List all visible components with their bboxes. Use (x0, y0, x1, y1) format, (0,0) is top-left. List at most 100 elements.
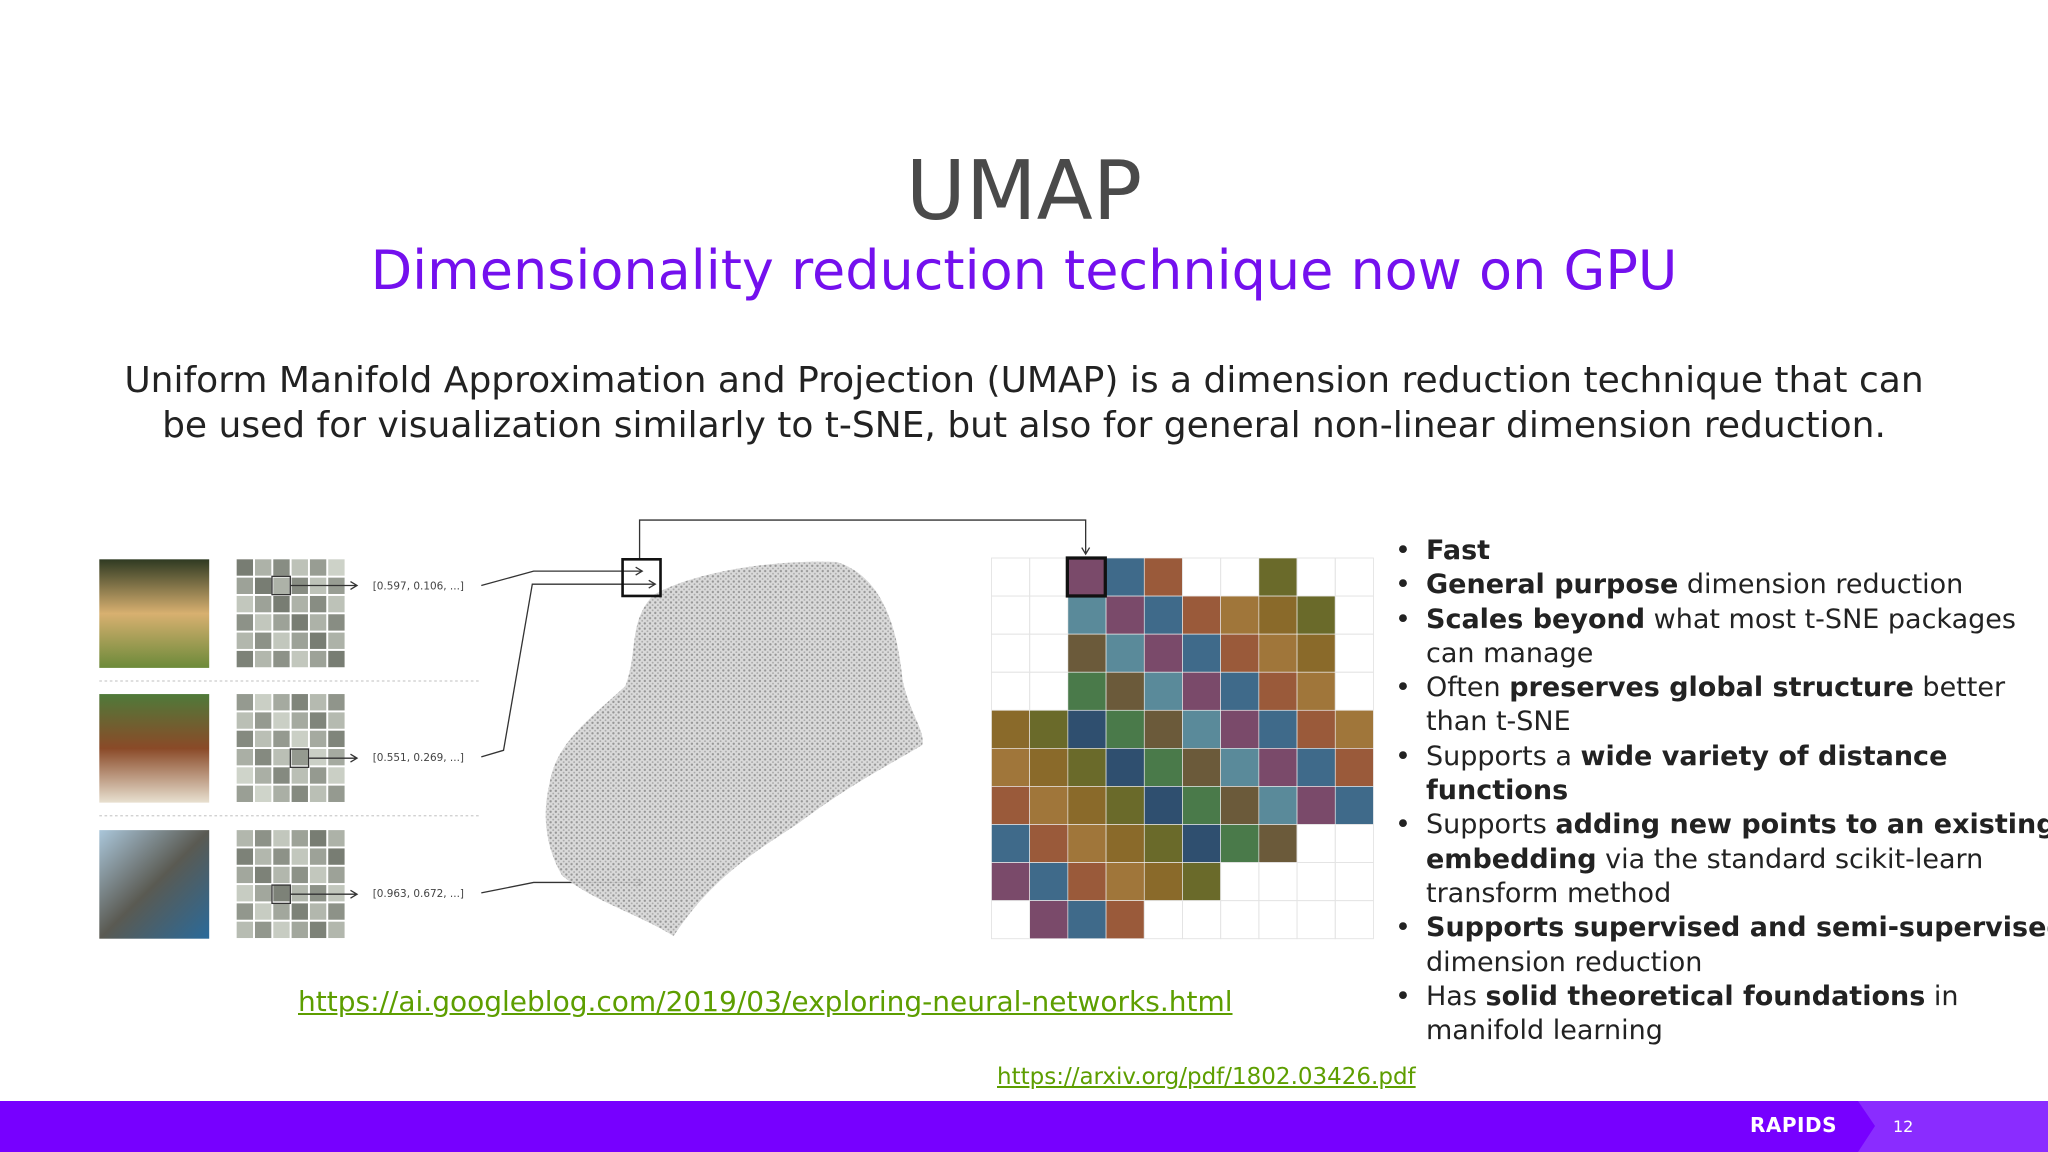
atlas-tile (1182, 862, 1221, 901)
image-patch (273, 577, 290, 594)
bullet-text: adding new points to an existing embeddi… (1426, 809, 2048, 875)
atlas-cell (1220, 862, 1260, 902)
atlas-tile (1258, 748, 1298, 787)
image-patch (291, 632, 308, 649)
bullet-text: Supports supervised and semi-supervised (1426, 912, 2048, 944)
atlas-tile (1105, 557, 1145, 597)
image-patch (291, 749, 308, 766)
bullet-item: Fast (1395, 534, 2048, 569)
atlas-tile (1105, 595, 1145, 635)
image-patch (236, 595, 254, 613)
bullet-text: Supports (1426, 809, 1556, 841)
image-patch (291, 694, 308, 711)
bullet-text: better than t-SNE (1426, 672, 2014, 738)
atlas-tile (1296, 748, 1336, 787)
image-patch (309, 730, 327, 748)
atlas-cell (991, 595, 1031, 635)
atlas-tile (1105, 900, 1145, 940)
image-patch (236, 650, 254, 668)
image-patch (328, 730, 345, 748)
atlas-tile (1143, 786, 1183, 825)
atlas-tile (1029, 900, 1069, 940)
atlas-cell (1296, 900, 1336, 940)
image-patch (254, 650, 272, 668)
atlas-tile (1296, 786, 1336, 825)
atlas-tile (1258, 557, 1298, 597)
atlas-tile (1296, 671, 1336, 711)
image-patch (328, 694, 345, 711)
logo: RAPIDS (1750, 1113, 1837, 1137)
image-patch (254, 885, 272, 902)
atlas-tile (1067, 862, 1107, 901)
atlas-tile (1220, 824, 1260, 863)
atlas-tile (1334, 709, 1374, 749)
image-patch (328, 712, 345, 729)
image-patch (273, 632, 290, 649)
atlas-tile (1334, 786, 1374, 825)
atlas-tile (1105, 671, 1145, 711)
image-patch (236, 712, 254, 729)
atlas-tile (1105, 862, 1145, 901)
bullet-text: solid theoretical foundations (1485, 980, 1926, 1012)
atlas-tile (1220, 748, 1260, 787)
atlas-tile (991, 709, 1031, 749)
paper-link[interactable]: https://arxiv.org/pdf/1802.03426.pdf (997, 1064, 1416, 1090)
atlas-tile (1067, 748, 1107, 787)
atlas-tile (1220, 671, 1260, 711)
atlas-tile (1105, 748, 1145, 787)
footer-accent (1858, 1101, 2048, 1152)
atlas-tile (1182, 786, 1221, 825)
atlas-cell (1220, 900, 1260, 940)
bullet-item: Has solid theoretical foundations in man… (1395, 980, 2048, 1049)
image-patch (254, 830, 272, 847)
image-patch (254, 866, 272, 884)
image-patch (273, 694, 290, 711)
atlas-tile (1334, 748, 1374, 787)
atlas-tile (1029, 748, 1069, 787)
image-patch (309, 650, 327, 668)
embedding-cloud (545, 561, 923, 937)
atlas-cell (1029, 671, 1069, 711)
atlas-tile (1067, 709, 1107, 749)
image-patch (273, 903, 290, 920)
image-patch (254, 559, 272, 576)
atlas-cell (991, 557, 1031, 597)
image-patch (254, 595, 272, 613)
image-patch (309, 712, 327, 729)
image-patch (254, 749, 272, 766)
image-patch (236, 785, 254, 802)
image-patch (328, 749, 345, 766)
image-patch (291, 595, 308, 613)
image-patch (291, 559, 308, 576)
image-patch (328, 885, 345, 902)
atlas-cell (1296, 557, 1336, 597)
atlas-tile (1182, 709, 1221, 749)
bullet-text: in manifold learning (1426, 980, 1968, 1047)
image-patch (291, 650, 308, 668)
atlas-cell (1143, 900, 1183, 940)
atlas-cell (1029, 557, 1069, 597)
atlas-cell (1258, 862, 1298, 902)
image-patch (273, 767, 290, 784)
source-link[interactable]: https://ai.googleblog.com/2019/03/explor… (298, 985, 1233, 1018)
image-patch (309, 614, 327, 631)
image-patch (254, 577, 272, 594)
image-patch (309, 694, 327, 711)
image-patch (291, 885, 308, 902)
image-patch (236, 694, 254, 711)
bullet-text: Fast (1426, 535, 1491, 566)
image-patch (291, 614, 308, 631)
atlas-tile (1067, 786, 1107, 825)
atlas-cell (1334, 633, 1374, 673)
image-patch (328, 650, 345, 668)
image-patch (254, 921, 272, 939)
image-patch (328, 921, 345, 939)
image-patch (291, 866, 308, 884)
page-number: 12 (1893, 1117, 1914, 1136)
image-patch (273, 785, 290, 802)
bullet-item: Supports adding new points to an existin… (1395, 808, 2048, 911)
atlas-tile (1029, 824, 1069, 863)
image-patch (254, 614, 272, 631)
image-patch (291, 712, 308, 729)
atlas-tile (1029, 709, 1069, 749)
